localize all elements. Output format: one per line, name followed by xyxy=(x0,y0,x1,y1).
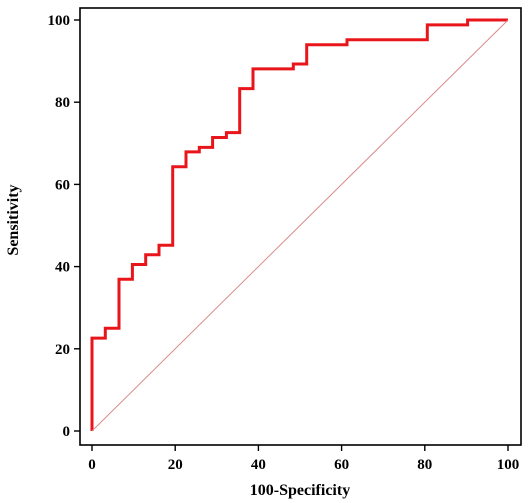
axes xyxy=(79,7,522,446)
x-tick-label: 20 xyxy=(168,457,183,473)
plot-area xyxy=(90,18,509,432)
x-tick-label: 0 xyxy=(88,457,96,473)
x-tick-label: 60 xyxy=(334,457,349,473)
ticks: 0 20 40 60 80 100 0 20 40 60 80 100 xyxy=(48,13,520,473)
y-tick-label: 100 xyxy=(48,13,71,29)
y-tick-label: 80 xyxy=(55,95,70,111)
y-tick-label: 60 xyxy=(55,177,70,193)
reference-diagonal-line xyxy=(91,19,509,432)
x-axis-title: 100-Specificity xyxy=(250,482,350,499)
y-tick-label: 0 xyxy=(63,424,71,440)
y-tick-label: 20 xyxy=(55,342,70,358)
x-tick-label: 40 xyxy=(251,457,266,473)
y-axis-title: Sensitivity xyxy=(5,184,22,255)
plot-frame xyxy=(79,7,522,446)
x-tick-label: 80 xyxy=(417,457,432,473)
roc-curve-line xyxy=(90,18,508,431)
x-tick-label: 100 xyxy=(497,457,520,473)
y-tick-label: 40 xyxy=(55,260,70,276)
